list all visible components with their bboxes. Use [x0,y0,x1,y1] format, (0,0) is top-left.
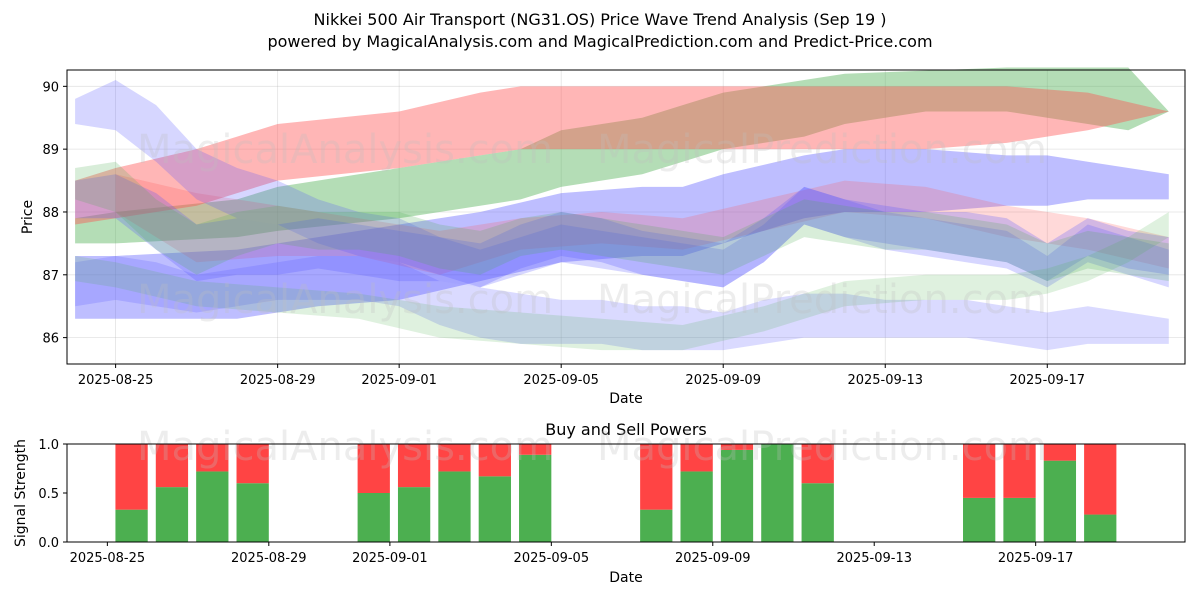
buy-power-bar [397,487,431,542]
sell-power-bar [397,444,431,488]
watermark-magicalprediction-mid: MagicalPrediction.com [597,277,1047,323]
signal-y-axis-label: Signal Strength [13,439,29,547]
sell-power-bar [1084,444,1117,515]
price-y-tick-label: 86 [42,332,59,347]
price-x-tick-label: 2025-08-29 [240,373,316,388]
buy-power-bar [357,493,390,542]
sell-power-bar [1043,444,1077,461]
wave-band-magenta-mid [115,174,1169,275]
figure-title-line1: Nikkei 500 Air Transport (NG31.OS) Price… [314,10,887,29]
price-x-ticks: 2025-08-25 2025-08-29 2025-09-01 2025-09-05… [78,364,1085,388]
price-watermarks: MagicalAnalysis.com MagicalPrediction.co… [137,127,1047,323]
signal-x-tick-label: 2025-09-13 [836,551,912,566]
price-chart-panel: MagicalAnalysis.com MagicalPrediction.co… [20,67,1186,407]
wave-band-blue-wave-b [75,80,1169,288]
price-wave-bands [75,67,1169,351]
sell-power-bar [720,444,754,450]
sell-power-bar [1003,444,1036,498]
watermark-magicalanalysis-bottom: MagicalAnalysis.com [137,424,553,470]
sell-power-bar [801,444,834,484]
price-y-axis-label: Price [20,200,36,234]
price-y-tick-label: 88 [42,206,59,221]
buy-power-bar [519,454,552,542]
price-x-tick-label: 2025-09-09 [685,373,761,388]
price-y-ticks: 86 87 88 89 90 [42,80,67,347]
watermark-magicalanalysis-mid: MagicalAnalysis.com [137,277,553,323]
wave-band-blue-upper [75,149,1169,319]
signal-chart-panel: Buy and Sell Powers MagicalAnalysis.com … [13,420,1186,586]
buy-power-bar [963,497,996,542]
price-x-tick-label: 2025-08-25 [78,373,154,388]
wave-band-blue-lower-a [75,255,1169,351]
price-y-tick-label: 90 [42,80,59,95]
sell-power-bar [115,444,148,510]
signal-x-tick-label: 2025-09-09 [675,551,751,566]
price-grid [67,70,1185,364]
signal-chart-title: Buy and Sell Powers [545,420,707,439]
sell-power-bar [357,444,390,493]
price-y-tick-label: 87 [42,269,59,284]
signal-y-tick-label: 0.0 [38,536,59,551]
sell-power-bar [640,444,673,510]
buy-power-bar [236,483,269,542]
signal-x-axis-label: Date [609,570,642,586]
buy-power-bar [801,483,834,542]
watermark-magicalprediction-top: MagicalPrediction.com [597,127,1047,173]
buy-power-bar [1043,460,1077,542]
price-x-tick-label: 2025-09-17 [1009,373,1085,388]
buy-power-bar [478,476,511,542]
buy-power-bar [196,471,229,542]
signal-x-ticks: 2025-08-25 2025-08-29 2025-09-01 2025-09-05… [70,542,1074,566]
signal-y-tick-label: 1.0 [38,438,59,453]
buy-power-bar [438,471,471,542]
price-x-tick-label: 2025-09-13 [847,373,923,388]
figure-title-line2: powered by MagicalAnalysis.com and Magic… [267,32,932,51]
price-x-tick-label: 2025-09-05 [523,373,599,388]
sell-power-bar [236,444,269,484]
buy-power-bar [680,471,713,542]
signal-x-tick-label: 2025-09-17 [998,551,1074,566]
sell-power-bar [478,444,511,477]
price-y-tick-label: 89 [42,143,59,158]
sell-power-bar [519,444,552,455]
signal-x-tick-label: 2025-08-25 [70,551,146,566]
wave-band-red-upper [75,86,1169,225]
signal-y-tick-label: 0.5 [38,487,59,502]
buy-power-bar [1084,514,1117,542]
sell-power-bar [155,444,189,488]
price-axes-frame [66,69,1186,365]
signal-bars [115,444,1117,542]
price-x-axis-label: Date [609,391,642,407]
signal-x-tick-label: 2025-08-29 [231,551,307,566]
buy-power-bar [761,444,794,542]
wave-band-teal-wave [75,161,1169,282]
price-x-tick-label: 2025-09-01 [361,373,437,388]
signal-y-ticks: 0.0 0.5 1.0 [38,438,67,551]
buy-power-bar [155,487,189,542]
sell-power-bar [196,444,229,472]
wave-band-blue-wave-a [75,174,1169,288]
watermark-magicalanalysis-top: MagicalAnalysis.com [137,127,553,173]
buy-power-bar [115,509,148,542]
buy-power-bar [640,509,673,542]
buy-power-bar [720,449,754,542]
signal-x-tick-label: 2025-09-01 [352,551,428,566]
wave-band-green-lower [75,211,1169,351]
wave-band-green-upper [75,67,1169,244]
watermark-magicalprediction-bottom: MagicalPrediction.com [597,424,1047,470]
sell-power-bar [963,444,996,498]
signal-x-tick-label: 2025-09-05 [514,551,590,566]
sell-power-bar [438,444,471,472]
sell-power-bar [680,444,713,472]
buy-power-bar [1003,497,1036,542]
signal-watermarks: MagicalAnalysis.com MagicalPrediction.co… [137,424,1047,470]
